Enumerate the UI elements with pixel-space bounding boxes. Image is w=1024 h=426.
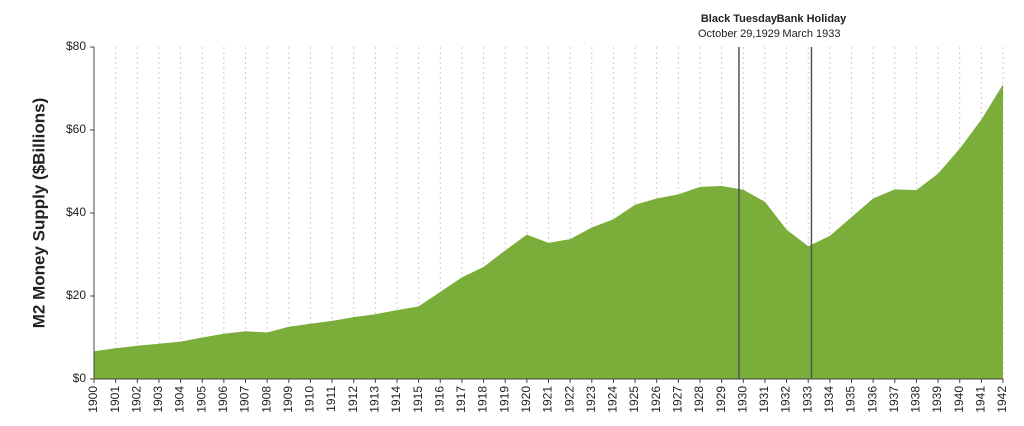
x-tick-label: 1926 <box>649 386 663 413</box>
x-tick-label: 1915 <box>411 386 425 413</box>
x-tick-label: 1914 <box>389 386 403 413</box>
x-tick-label: 1927 <box>671 386 685 413</box>
x-tick-label: 1908 <box>259 386 273 413</box>
x-tick-label: 1910 <box>303 386 317 413</box>
annotation-title: Bank Holiday <box>777 13 848 25</box>
y-tick-label: $60 <box>66 122 86 136</box>
x-tick-label: 1921 <box>541 386 555 413</box>
x-tick-label: 1923 <box>584 386 598 413</box>
x-tick-label: 1940 <box>952 386 966 413</box>
x-tick-label: 1941 <box>974 386 988 413</box>
x-tick-label: 1935 <box>844 386 858 413</box>
x-tick-label: 1925 <box>627 386 641 413</box>
x-tick-label: 1907 <box>238 386 252 413</box>
x-tick-label: 1929 <box>714 386 728 413</box>
x-tick-label: 1909 <box>281 386 295 413</box>
x-tick-label: 1919 <box>497 386 511 413</box>
y-axis-label: M2 Money Supply ($Billions) <box>29 98 48 328</box>
x-tick-label: 1920 <box>519 386 533 413</box>
x-tick-label: 1903 <box>151 386 165 413</box>
x-tick-label: 1934 <box>822 386 836 413</box>
x-tick-label: 1913 <box>368 386 382 413</box>
x-tick-label: 1936 <box>865 386 879 413</box>
x-tick-label: 1930 <box>735 386 749 413</box>
x-tick-label: 1902 <box>129 386 143 413</box>
area <box>94 84 1003 379</box>
x-tick-label: 1928 <box>692 386 706 413</box>
x-tick-label: 1922 <box>562 386 576 413</box>
annotation-subtitle: March 1933 <box>782 28 840 40</box>
y-tick-label: $20 <box>66 288 86 302</box>
x-tick-label: 1905 <box>194 386 208 413</box>
x-tick-label: 1939 <box>930 386 944 413</box>
y-tick-label: $40 <box>66 205 86 219</box>
annotation-subtitle: October 29,1929 <box>698 28 780 40</box>
x-tick-label: 1938 <box>909 386 923 413</box>
x-tick-label: 1912 <box>346 386 360 413</box>
x-tick-label: 1924 <box>606 386 620 413</box>
x-tick-label: 1918 <box>476 386 490 413</box>
x-tick-label: 1911 <box>324 386 338 412</box>
y-tick-label: $0 <box>73 371 87 385</box>
x-tick-label: 1901 <box>108 386 122 413</box>
x-tick-label: 1904 <box>173 386 187 413</box>
x-tick-label: 1932 <box>779 386 793 413</box>
x-tick-label: 1900 <box>86 386 100 413</box>
x-tick-label: 1916 <box>432 386 446 413</box>
x-tick-label: 1906 <box>216 386 230 413</box>
x-tick-label: 1937 <box>887 386 901 413</box>
annotation-title: Black Tuesday <box>701 13 778 25</box>
x-tick-label: 1942 <box>995 386 1009 413</box>
x-tick-label: 1931 <box>757 386 771 413</box>
x-tick-label: 1933 <box>800 386 814 413</box>
y-tick-label: $80 <box>66 39 86 53</box>
x-tick-label: 1917 <box>454 386 468 413</box>
